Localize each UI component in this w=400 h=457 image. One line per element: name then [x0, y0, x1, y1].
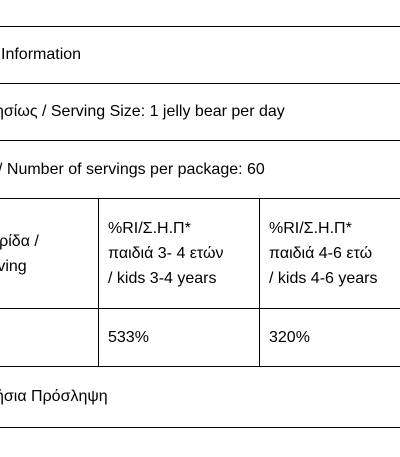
- value-cell-per-serving: [0, 309, 98, 366]
- table-row-header: ερίδα / rving %RI/Σ.Η.Π* παιδιά 3- 4 ετώ…: [0, 198, 400, 308]
- header-cell-per-serving: ερίδα / rving: [0, 232, 39, 275]
- daily-intake-note: ήσια Πρόσληψη: [0, 388, 108, 405]
- table-title: l Information: [0, 46, 82, 63]
- table-row-footer: ήσια Πρόσληψη: [0, 366, 400, 428]
- value-cell-kids-3-4: 533%: [108, 328, 149, 346]
- column-divider: [259, 309, 260, 366]
- table-row-serving-size: ησίως / Serving Size: 1 jelly bear per d…: [0, 83, 400, 140]
- column-divider: [98, 309, 99, 366]
- header-cell-kids-4-6: %RI/Σ.Η.Π* παιδιά 4-6 ετώ / kids 4-6 yea…: [269, 220, 378, 287]
- value-cell-kids-4-6: 320%: [269, 328, 310, 346]
- serving-size-text: ησίως / Serving Size: 1 jelly bear per d…: [0, 103, 285, 120]
- servings-per-package-text: / Number of servings per package: 60: [0, 160, 265, 178]
- table-row-title: l Information: [0, 26, 400, 83]
- column-divider: [98, 199, 99, 308]
- table-row-values: 533% 320%: [0, 308, 400, 366]
- header-cell-kids-3-4: %RI/Σ.Η.Π* παιδιά 3- 4 ετών / kids 3-4 y…: [108, 220, 224, 287]
- table-row-servings-per-package: / Number of servings per package: 60: [0, 140, 400, 198]
- nutrition-table: l Information ησίως / Serving Size: 1 je…: [0, 26, 400, 428]
- column-divider: [259, 199, 260, 308]
